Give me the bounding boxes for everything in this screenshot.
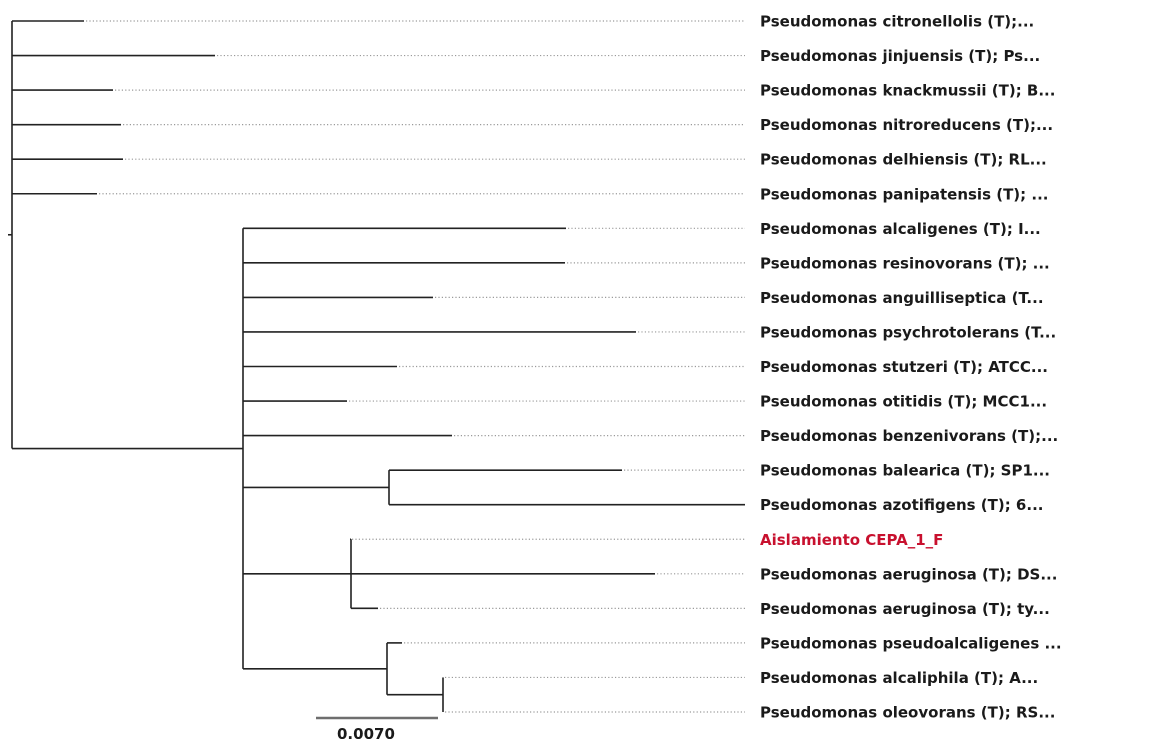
leaf-label-psychrotolerans: Pseudomonas psychrotolerans (T... — [760, 323, 1056, 341]
leaf-labels: Pseudomonas citronellolis (T);... Pseudom… — [760, 13, 1062, 722]
leaf-label-resinovorans: Pseudomonas resinovorans (T); ... — [760, 254, 1050, 272]
scale-bar-label: 0.0070 — [337, 725, 395, 743]
leaf-label-alcaligenes: Pseudomonas alcaligenes (T); I... — [760, 220, 1041, 238]
leaf-label-delhiensis: Pseudomonas delhiensis (T); RL... — [760, 151, 1047, 169]
leaf-label-balearica: Pseudomonas balearica (T); SP1... — [760, 462, 1050, 480]
leaf-label-knackmussii: Pseudomonas knackmussii (T); B... — [760, 82, 1055, 100]
tree-branches — [8, 20, 745, 712]
leaf-label-citronellolis: Pseudomonas citronellolis (T);... — [760, 13, 1034, 31]
tree-leader-lines — [86, 20, 745, 713]
leaf-label-anguilliseptica: Pseudomonas anguilliseptica (T... — [760, 289, 1044, 307]
leaf-label-alcaliphila: Pseudomonas alcaliphila (T); A... — [760, 669, 1038, 687]
leaf-label-benzenivorans: Pseudomonas benzenivorans (T);... — [760, 427, 1058, 445]
leaf-label-azotifigens: Pseudomonas azotifigens (T); 6... — [760, 496, 1043, 514]
leaf-label-jinjuensis: Pseudomonas jinjuensis (T); Ps... — [760, 47, 1040, 65]
leaf-label-pseudoalcaligenes: Pseudomonas pseudoalcaligenes ... — [760, 634, 1062, 652]
leaf-label-panipatensis: Pseudomonas panipatensis (T); ... — [760, 185, 1048, 203]
leaf-label-nitroreducens: Pseudomonas nitroreducens (T);... — [760, 116, 1053, 134]
leaf-label-aeruginosa-ds: Pseudomonas aeruginosa (T); DS... — [760, 565, 1057, 583]
leaf-label-otitidis: Pseudomonas otitidis (T); MCC1... — [760, 393, 1047, 411]
leaf-label-stutzeri: Pseudomonas stutzeri (T); ATCC... — [760, 358, 1048, 376]
leaf-label-aeruginosa-ty: Pseudomonas aeruginosa (T); ty... — [760, 600, 1050, 618]
leaf-label-oleovorans: Pseudomonas oleovorans (T); RS... — [760, 704, 1055, 722]
scale-bar-group: 0.0070 — [316, 716, 438, 743]
leaf-label-cepa1f: Aislamiento CEPA_1_F — [760, 531, 943, 549]
